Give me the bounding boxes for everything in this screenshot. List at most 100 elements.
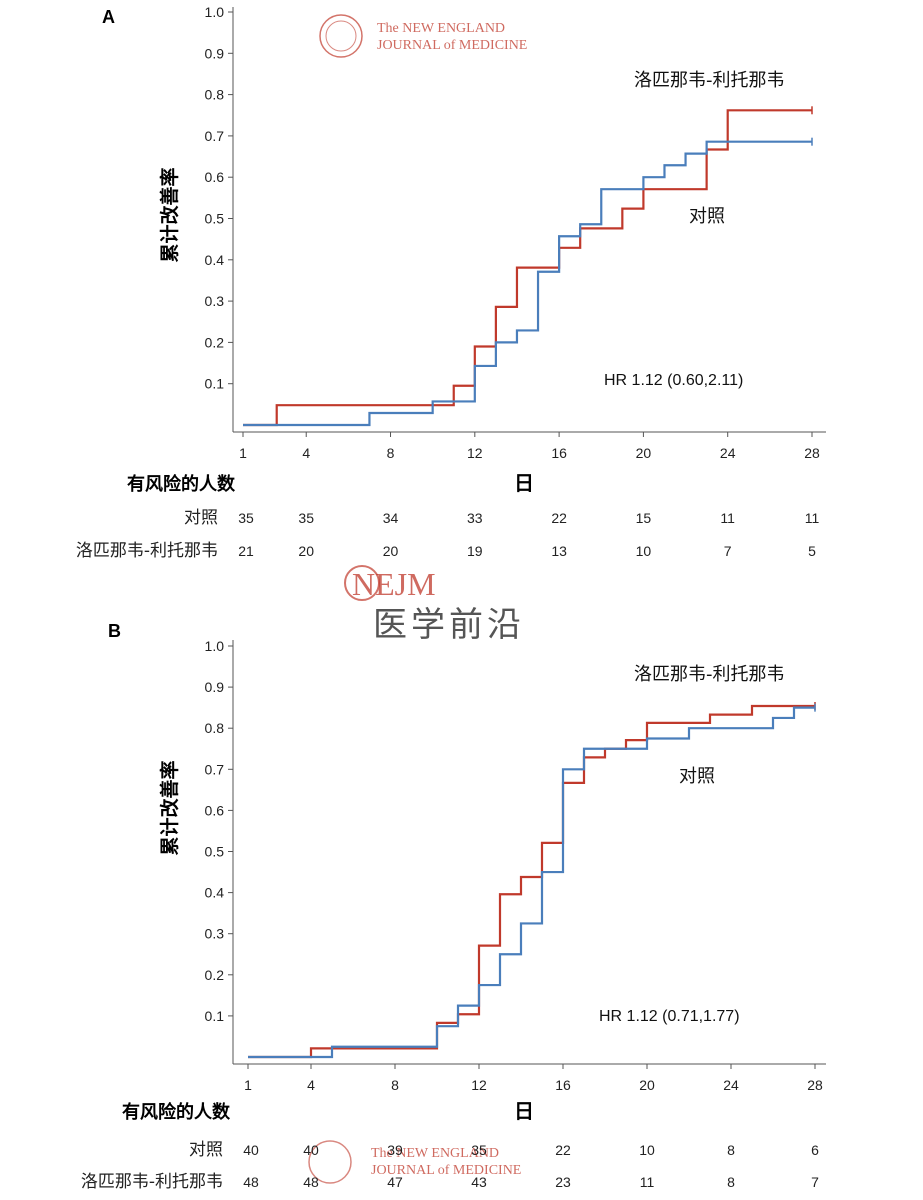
risk-count: 21 (238, 543, 254, 559)
panel-letter: A (102, 7, 115, 27)
x-tick-label: 4 (307, 1077, 315, 1093)
journal-name-line2-bottom: JOURNAL of MEDICINE (371, 1163, 521, 1178)
risk-row-label: 洛匹那韦-利托那韦 (76, 541, 218, 561)
y-tick-label: 0.8 (205, 87, 225, 103)
nejm-seal-icon (319, 14, 363, 58)
nejm-watermark-bottom: The NEW ENGLAND JOURNAL of MEDICINE (308, 1140, 521, 1184)
x-tick-label: 20 (636, 445, 652, 461)
journal-name-line1-bottom: The NEW ENGLAND (371, 1146, 499, 1161)
km-curve-lopinavir (248, 704, 815, 1059)
risk-count: 35 (471, 1142, 487, 1158)
nejm-watermark-top: The NEW ENGLAND JOURNAL of MEDICINE (319, 14, 527, 58)
risk-count: 33 (467, 510, 483, 526)
chart-panel-b: B0.10.20.30.40.50.60.70.80.91.01 4 8 12 16 20… (81, 621, 826, 1192)
risk-count: 11 (720, 510, 735, 526)
y-axis-label: 累计改善率 (158, 167, 181, 262)
risk-count: 7 (724, 543, 732, 559)
risk-count: 39 (387, 1142, 403, 1158)
x-tick-label: 16 (555, 1077, 571, 1093)
risk-row-label: 对照 (189, 1140, 223, 1160)
risk-count: 22 (555, 1142, 571, 1158)
risk-count: 40 (303, 1142, 319, 1158)
risk-count: 10 (639, 1142, 655, 1158)
y-tick-label: 0.5 (205, 844, 225, 860)
risk-row-label: 洛匹那韦-利托那韦 (81, 1172, 223, 1192)
nejm-seal-icon-bottom (308, 1140, 352, 1184)
journal-name-line1: The NEW ENGLAND (377, 21, 505, 36)
x-tick-label: 1 (244, 1077, 252, 1093)
y-tick-label: 0.3 (205, 926, 225, 942)
risk-count: 8 (727, 1142, 735, 1158)
y-tick-label: 0.1 (205, 376, 225, 392)
risk-count: 13 (551, 543, 567, 559)
y-tick-label: 0.5 (205, 211, 225, 227)
x-tick-label: 16 (551, 445, 567, 461)
risk-count: 15 (636, 510, 652, 526)
x-tick-label: 28 (804, 445, 820, 461)
y-tick-label: 0.2 (205, 334, 225, 350)
risk-count: 48 (243, 1174, 259, 1190)
x-tick-label: 1 (239, 445, 247, 461)
panel-letter: B (108, 621, 121, 641)
y-tick-label: 1.0 (205, 4, 225, 20)
risk-count: 35 (298, 510, 314, 526)
y-tick-label: 0.7 (205, 761, 225, 777)
y-tick-label: 0.9 (205, 679, 225, 695)
risk-count: 35 (238, 510, 254, 526)
risk-count: 5 (808, 543, 816, 559)
risk-count: 20 (298, 543, 314, 559)
journal-name-line2: JOURNAL of MEDICINE (377, 38, 527, 53)
risk-count: 20 (383, 543, 399, 559)
x-tick-label: 8 (387, 445, 395, 461)
risk-count: 40 (243, 1142, 259, 1158)
risk-count: 10 (636, 543, 652, 559)
y-tick-label: 0.2 (205, 967, 225, 983)
series-label-lopinavir: 洛匹那韦-利托那韦 (634, 664, 785, 685)
x-axis-label: 日 (514, 1099, 534, 1123)
risk-count: 8 (727, 1174, 735, 1190)
nejm-logo-text: NEJM (352, 566, 436, 602)
x-tick-label: 12 (471, 1077, 487, 1093)
y-tick-label: 0.8 (205, 720, 225, 736)
risk-count: 48 (303, 1174, 319, 1190)
chart-panel-a: A 0.1 0.2 0.3 0.4 0.5 0.6 0.7 0.8 0.9 1.0 1 4 8 12 16 20… (76, 4, 826, 561)
y-axis-label: 累计改善率 (158, 760, 181, 855)
y-tick-label: 0.6 (205, 802, 225, 818)
risk-table-title: 有风险的人数 (127, 473, 236, 495)
y-tick-label: 0.7 (205, 128, 225, 144)
risk-count: 11 (805, 510, 820, 526)
risk-count: 7 (811, 1174, 819, 1190)
x-tick-label: 20 (639, 1077, 655, 1093)
y-tick-label: 0.4 (205, 252, 225, 268)
series-label-lopinavir: 洛匹那韦-利托那韦 (634, 70, 785, 91)
y-tick-label: 1.0 (205, 638, 225, 654)
y-tick-label: 0.1 (205, 1008, 225, 1024)
risk-count: 11 (640, 1174, 655, 1190)
x-tick-label: 24 (723, 1077, 739, 1093)
hazard-ratio-annotation: HR 1.12 (0.71,1.77) (599, 1008, 740, 1025)
charts: A0.10.20.30.40.50.60.70.80.91.01 4 8 12 16 20… (76, 4, 826, 1192)
series-label-control: 对照 (689, 206, 725, 227)
km-curve-control (248, 706, 815, 1059)
nejm-logo-icon (344, 565, 380, 601)
km-curve-control (243, 140, 812, 427)
x-tick-label: 4 (302, 445, 310, 461)
risk-count: 43 (471, 1174, 487, 1190)
x-axis-label: 日 (514, 471, 534, 495)
x-tick-label: 8 (391, 1077, 399, 1093)
y-tick-label: 0.9 (205, 45, 225, 61)
x-tick-label: 12 (467, 445, 483, 461)
y-tick-label: 0.3 (205, 293, 225, 309)
nejm-watermark-center: NEJM 医学前沿 (344, 565, 521, 645)
x-tick-label: 28 (807, 1077, 823, 1093)
y-tick-label: 0.4 (205, 885, 225, 901)
risk-row-label: 对照 (184, 508, 218, 528)
series-label-control: 对照 (679, 766, 715, 787)
x-tick-label: 24 (720, 445, 736, 461)
risk-table-title: 有风险的人数 (122, 1101, 231, 1123)
risk-count: 47 (387, 1174, 403, 1190)
risk-count: 34 (383, 510, 399, 526)
risk-count: 19 (467, 543, 483, 559)
y-tick-label: 0.6 (205, 169, 225, 185)
